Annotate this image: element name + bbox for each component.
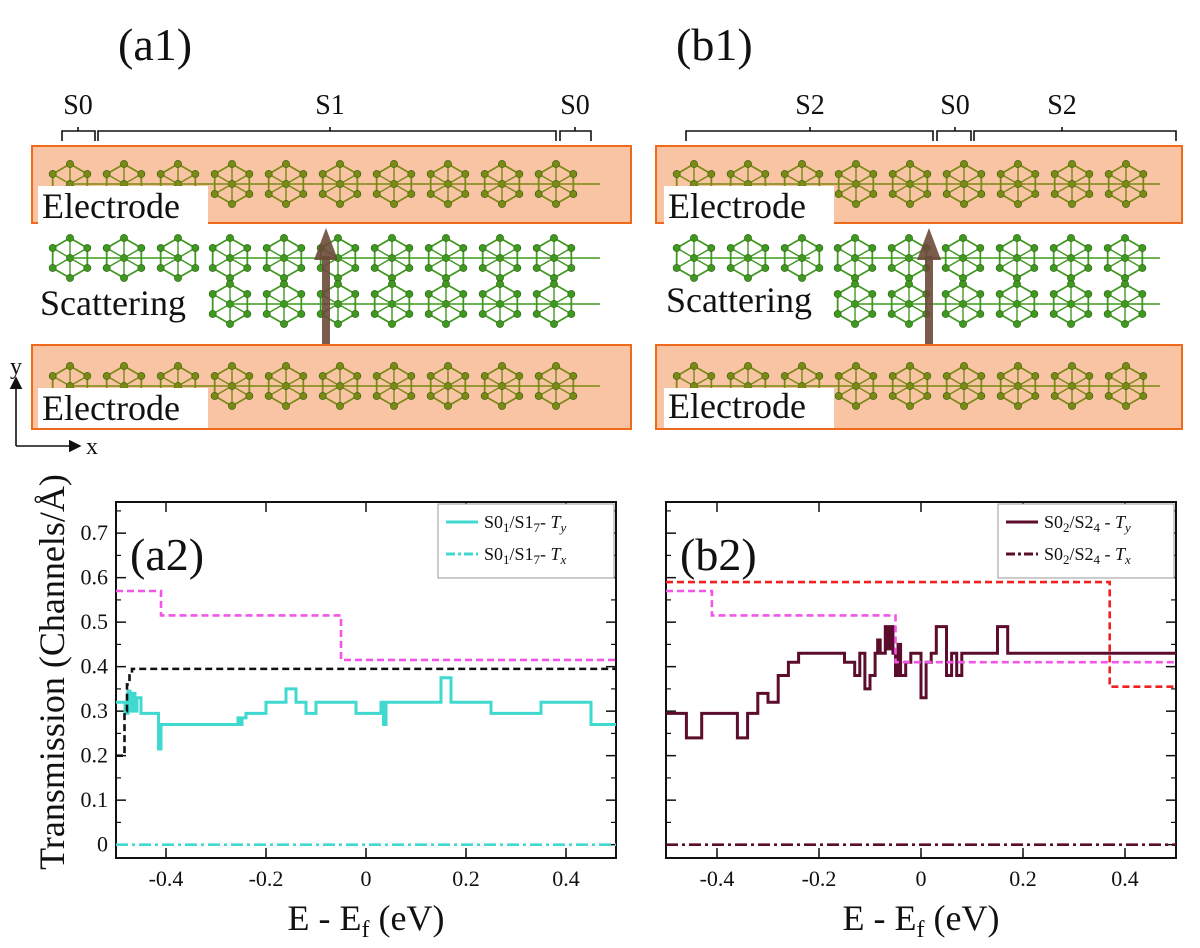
segment-brackets-b1: [685, 127, 1177, 141]
legend-entry: S01/S17- Ty: [484, 512, 567, 535]
segment-label-b1-left: S2: [795, 90, 825, 121]
electrode-label-b1-bottom: Electrode: [668, 386, 806, 426]
series-line: [666, 580, 1176, 688]
x-tick-label: -0.2: [802, 866, 837, 891]
chart-a2: -0.4 -0.2 0 0.2 0.4 0 0.1 0.2 0.3 0.4 0.5 0.6 0.7 (a2…: [81, 501, 618, 943]
y-tick-label: 0.3: [81, 698, 109, 723]
label-backdrop: [664, 186, 834, 226]
x-tick-label: 0.2: [1009, 866, 1037, 891]
x-tick-label: -0.2: [249, 866, 284, 891]
panel-label: (a2): [130, 529, 204, 580]
transport-arrow-b1: [917, 228, 941, 344]
y-tick-label: 0.6: [81, 565, 109, 590]
series-line: [116, 589, 618, 663]
y-tick-label: 0.1: [81, 787, 109, 812]
lattice-cell: [424, 280, 468, 328]
x-axis-label: E - Ef (eV): [288, 898, 445, 943]
legend-entry: S02/S24 - Tx: [1044, 544, 1131, 567]
panel-label-b1: (b1): [676, 19, 753, 70]
panel-label-a1: (a1): [118, 19, 192, 70]
axis-direction-glyph: [9, 376, 82, 453]
series-line: [666, 625, 1176, 740]
electrode-label-a1-top: Electrode: [42, 186, 180, 226]
label-backdrop: [38, 186, 208, 226]
lattice-cell: [370, 234, 414, 282]
y-tick-label: 0: [97, 832, 108, 857]
axis-glyph-x-label: x: [86, 434, 98, 460]
lattice-cell: [1104, 362, 1148, 410]
label-backdrop: [38, 285, 206, 325]
y-tick-label: 0.7: [81, 520, 109, 545]
x-tick-label: 0.4: [552, 866, 580, 891]
lattice-cell: [318, 160, 362, 208]
segment-label-a1-middle: S1: [315, 90, 345, 121]
transport-arrow-a1: [314, 228, 338, 344]
electrode-label-a1-bottom: Electrode: [42, 388, 180, 428]
lattice-cell: [372, 362, 416, 410]
electrode-label-b1-top: Electrode: [668, 186, 806, 226]
lattice-cell: [156, 234, 200, 282]
x-tick-label: 0: [916, 866, 927, 891]
label-backdrop: [664, 388, 834, 428]
series-line: [116, 667, 616, 757]
chart-b2: -0.4 -0.2 0 0.2 0.4 (b2) S02/S24 - Ty S02/S24 -…: [665, 501, 1177, 943]
x-tick-label: 0: [361, 866, 372, 891]
label-backdrop: [664, 285, 832, 325]
series-line: [666, 589, 1176, 664]
axis-glyph-y-label: y: [10, 354, 22, 380]
segment-label-b1-middle: S0: [940, 90, 970, 121]
lattice-cell: [1049, 280, 1093, 328]
scattering-label-b1: Scattering: [666, 280, 812, 320]
x-tick-label: 0.2: [452, 866, 480, 891]
segment-label-b1-right: S2: [1047, 90, 1077, 121]
x-axis-label: E - Ef (eV): [843, 898, 1000, 943]
y-tick-label: 0.4: [81, 654, 109, 679]
legend-entry: S01/S17- Tx: [484, 544, 567, 567]
legend-entry: S02/S24 - Ty: [1044, 512, 1131, 535]
lattice-cell: [318, 362, 362, 410]
legend-box: [437, 503, 615, 579]
y-tick-label: 0.2: [81, 743, 109, 768]
x-tick-label: -0.4: [700, 866, 735, 891]
y-axis-label: Transmission (Channels/Å): [32, 474, 72, 870]
lattice-cell: [942, 362, 986, 410]
legend-box: [997, 503, 1175, 579]
label-backdrop: [38, 388, 208, 428]
lattice-cell: [264, 160, 308, 208]
panel-label: (b2): [680, 529, 757, 580]
series-line: [116, 676, 616, 751]
x-tick-label: 0.4: [1111, 866, 1139, 891]
lattice-cell: [726, 234, 770, 282]
lattice-cell: [834, 362, 878, 410]
scattering-label-a1: Scattering: [40, 283, 186, 323]
y-tick-label: 0.5: [81, 609, 109, 634]
segment-label-a1-left: S0: [63, 90, 93, 121]
segment-label-a1-right: S0: [560, 90, 590, 121]
segment-brackets-a1: [61, 127, 592, 141]
x-tick-label: -0.4: [149, 866, 184, 891]
lattice-cell: [264, 362, 308, 410]
